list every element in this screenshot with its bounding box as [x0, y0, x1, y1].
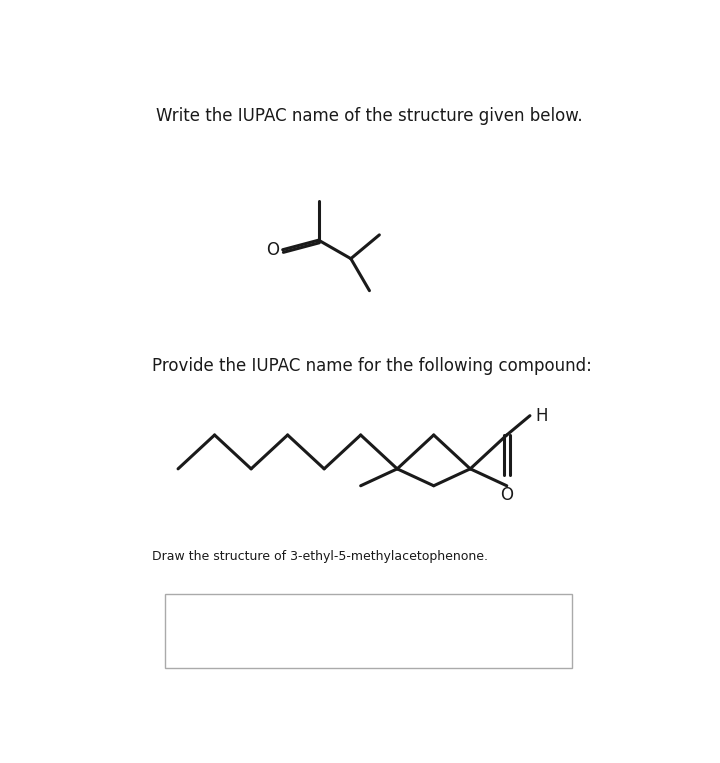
- Text: Provide the IUPAC name for the following compound:: Provide the IUPAC name for the following…: [152, 357, 592, 375]
- Text: H: H: [536, 407, 548, 425]
- Text: Draw the structure of 3-ethyl-5-methylacetophenone.: Draw the structure of 3-ethyl-5-methylac…: [152, 549, 488, 562]
- FancyBboxPatch shape: [165, 594, 572, 668]
- Text: O: O: [500, 486, 513, 504]
- Text: O: O: [266, 241, 279, 259]
- Text: Write the IUPAC name of the structure given below.: Write the IUPAC name of the structure gi…: [156, 107, 582, 125]
